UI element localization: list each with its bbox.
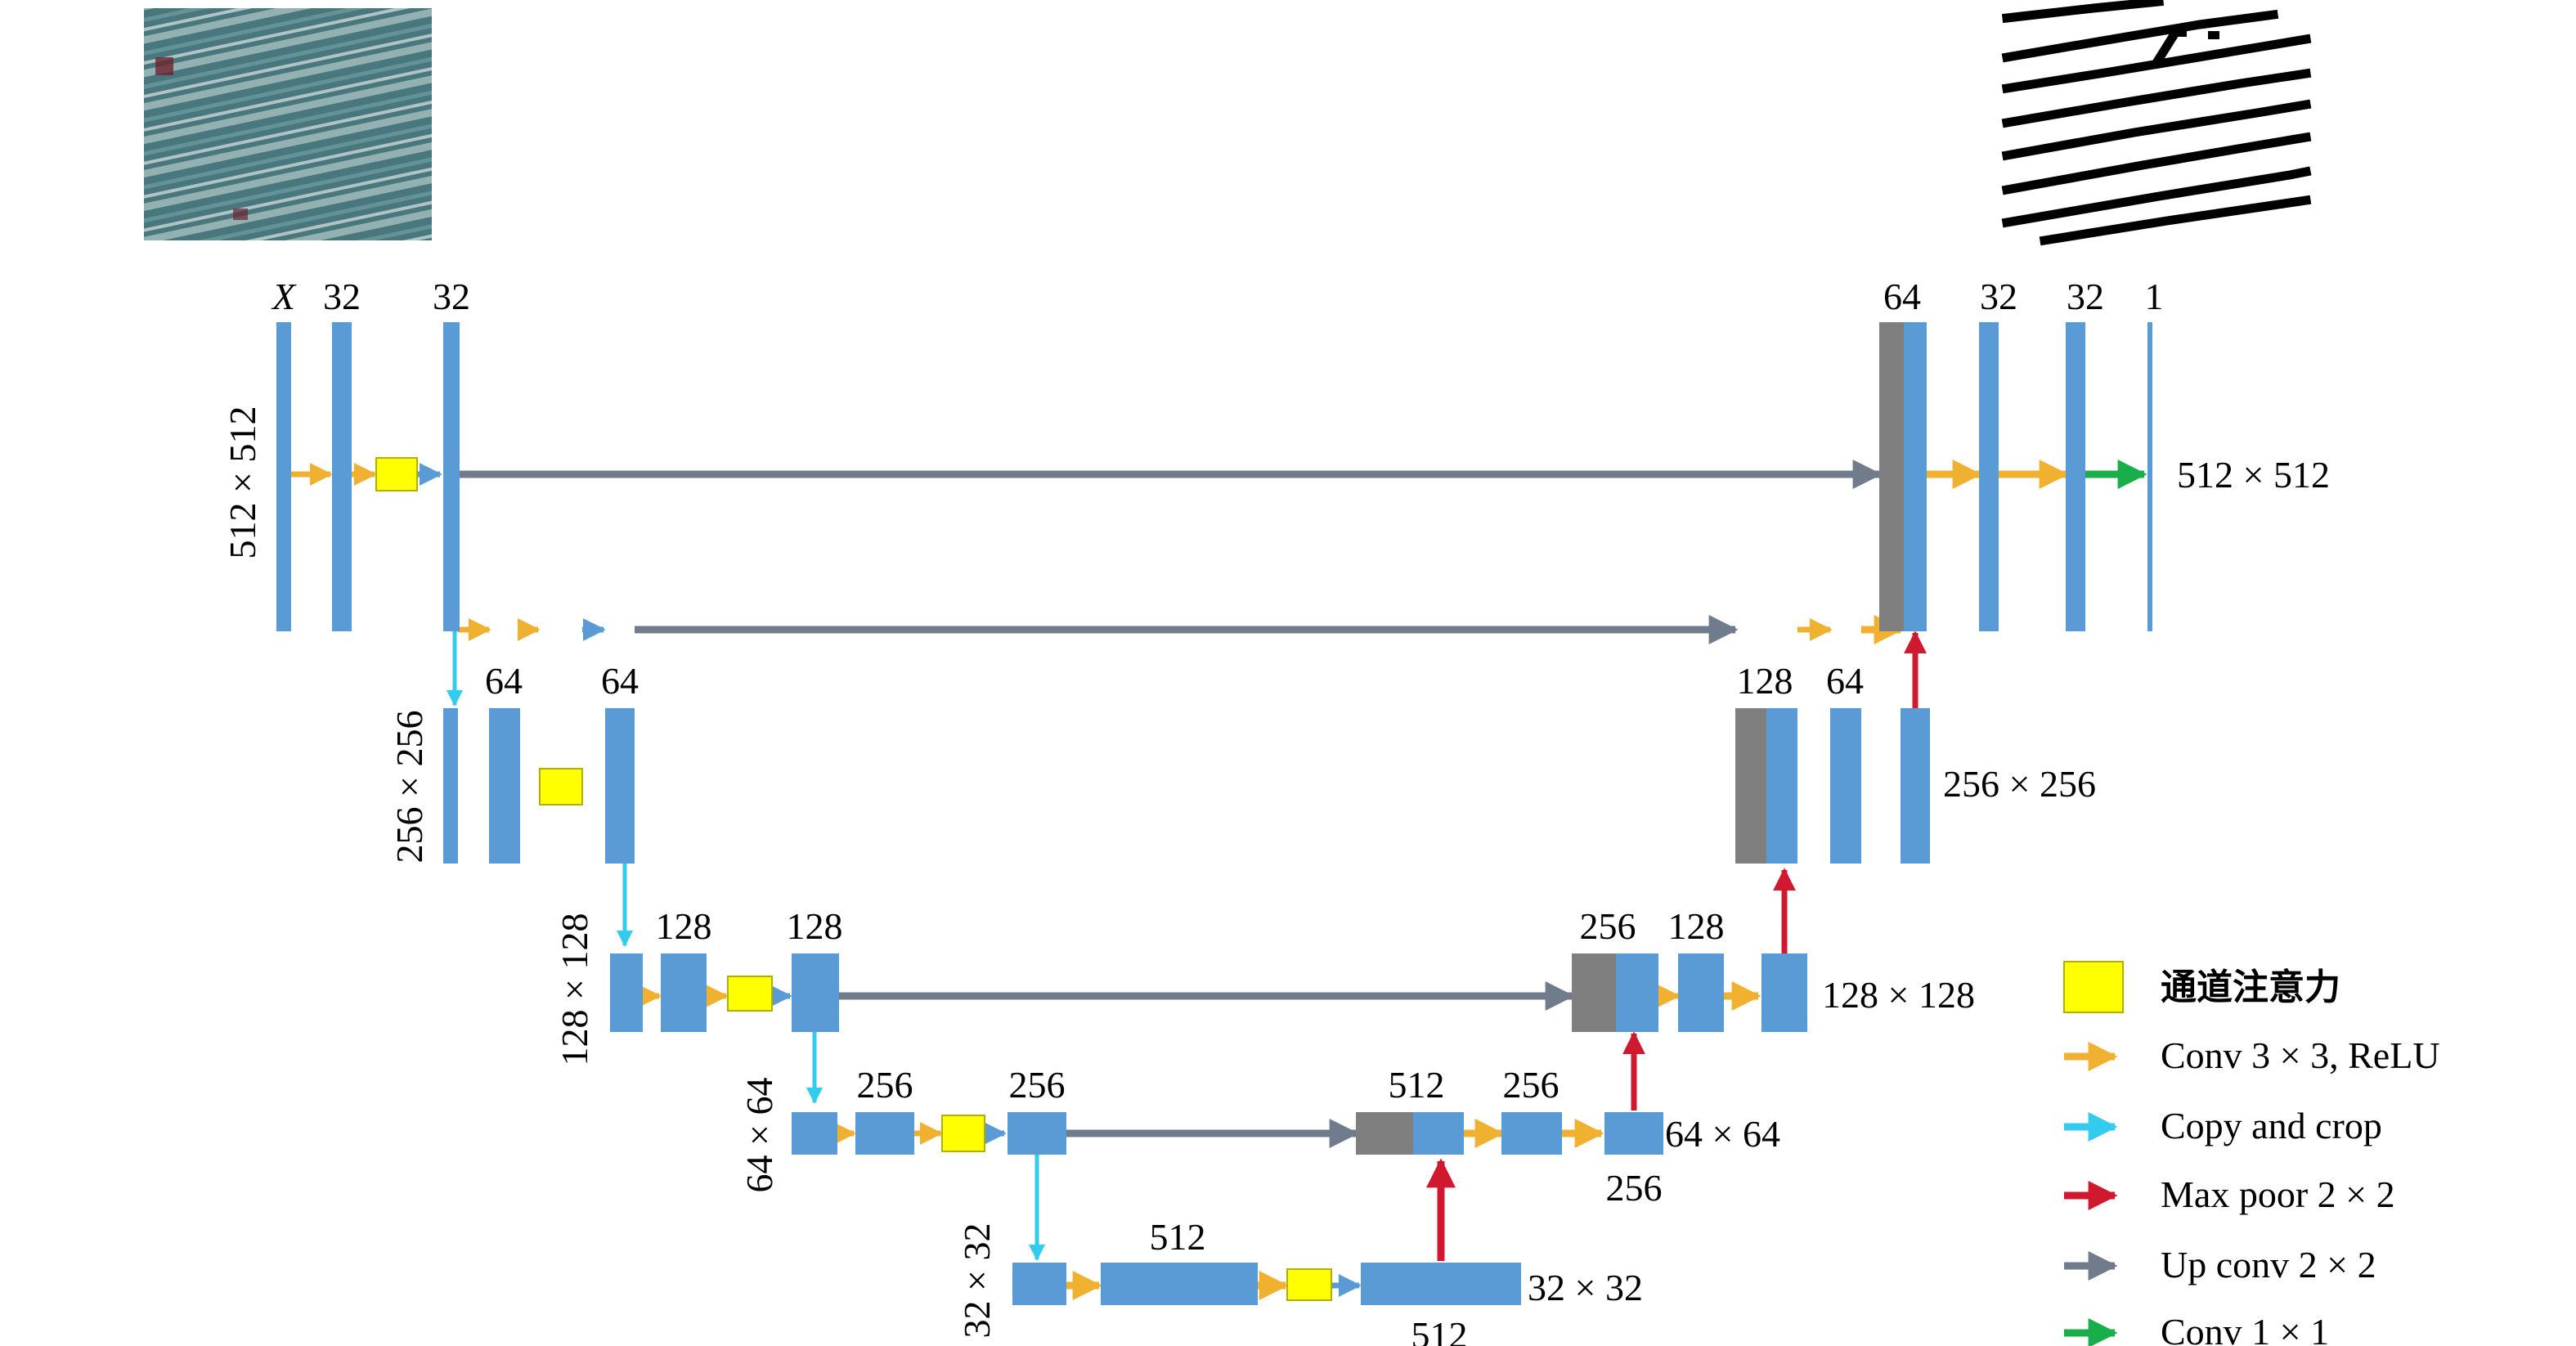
channel-attention-block xyxy=(1286,1268,1332,1301)
label-channels: 64 xyxy=(485,660,523,702)
feature-block xyxy=(1101,1263,1258,1305)
label-channels: 512 xyxy=(1389,1064,1445,1106)
feature-block xyxy=(1413,1112,1464,1155)
feature-block xyxy=(1766,708,1797,864)
label-channels: 256 xyxy=(1606,1167,1663,1209)
label-channels: 64 xyxy=(1883,276,1921,317)
label-channels: 256 xyxy=(1580,905,1636,947)
label-channels: 128 xyxy=(1668,905,1725,947)
feature-block xyxy=(1761,953,1807,1032)
feature-block xyxy=(1901,708,1930,864)
feature-block xyxy=(605,708,635,864)
legend: 通道注意力 Conv 3 × 3, ReLU Copy and crop Max… xyxy=(2063,961,2440,1346)
feature-block xyxy=(792,953,839,1032)
legend-swatch-attention xyxy=(2063,961,2124,1013)
feature-block xyxy=(1830,708,1861,864)
feature-block xyxy=(1604,1112,1663,1155)
label-channels: 64 xyxy=(1826,660,1864,702)
label-channels: 128 xyxy=(787,905,843,947)
label-channels: 32 xyxy=(2067,276,2104,317)
label-channels: 128 xyxy=(1737,660,1793,702)
label-size: 128 × 128 xyxy=(554,913,595,1066)
concat-block xyxy=(1879,322,1904,631)
label-size: 32 × 32 xyxy=(1528,1267,1643,1308)
label-channels: 512 xyxy=(1411,1314,1468,1346)
label-channels: 32 xyxy=(433,276,470,317)
feature-block xyxy=(855,1112,914,1155)
feature-block xyxy=(1678,953,1724,1032)
feature-block xyxy=(792,1112,837,1155)
label-channels: 32 xyxy=(1980,276,2017,317)
feature-block xyxy=(1008,1112,1066,1155)
label-channels: 32 xyxy=(323,276,361,317)
feature-block xyxy=(2066,322,2085,631)
feature-block xyxy=(1904,322,1927,631)
label-channels: 1 xyxy=(2145,276,2164,317)
channel-attention-block xyxy=(539,768,583,805)
feature-block xyxy=(1501,1112,1562,1155)
feature-block xyxy=(332,322,352,631)
label-size: 64 × 64 xyxy=(1665,1113,1780,1155)
label-input-x: X xyxy=(271,276,297,317)
channel-attention-block xyxy=(727,976,773,1012)
concat-block xyxy=(1572,953,1616,1032)
label-size: 256 × 256 xyxy=(388,711,430,864)
legend-label: Up conv 2 × 2 xyxy=(2161,1244,2376,1285)
label-channels: 512 xyxy=(1150,1216,1206,1258)
label-size: 512 × 512 xyxy=(2177,454,2330,496)
feature-block xyxy=(1979,322,1999,631)
label-size: 64 × 64 xyxy=(738,1078,780,1193)
label-channels: 256 xyxy=(1503,1064,1560,1106)
legend-label: Conv 1 × 1 xyxy=(2161,1311,2329,1346)
input-image xyxy=(144,8,432,240)
feature-block xyxy=(1616,953,1658,1032)
label-size: 32 × 32 xyxy=(956,1223,998,1339)
label-channels: 256 xyxy=(857,1064,913,1106)
feature-block xyxy=(443,322,460,631)
concat-block xyxy=(1735,708,1766,864)
concat-block xyxy=(1356,1112,1413,1155)
legend-label: Copy and crop xyxy=(2161,1105,2382,1146)
label-channels: 128 xyxy=(656,905,712,947)
feature-block xyxy=(661,953,707,1032)
legend-label: Conv 3 × 3, ReLU xyxy=(2161,1034,2440,1076)
channel-attention-block xyxy=(941,1115,985,1152)
label-channels: 64 xyxy=(601,660,639,702)
output-mask xyxy=(2001,0,2312,246)
feature-block xyxy=(1361,1263,1521,1305)
feature-block xyxy=(1012,1263,1066,1305)
output-block xyxy=(2147,322,2152,631)
legend-label: Max poor 2 × 2 xyxy=(2161,1173,2395,1215)
feature-block xyxy=(276,322,291,631)
feature-block xyxy=(610,953,643,1032)
label-channels: 256 xyxy=(1009,1064,1066,1106)
label-size: 256 × 256 xyxy=(1943,763,2096,805)
label-size: 512 × 512 xyxy=(222,406,263,559)
legend-label: 通道注意力 xyxy=(2161,967,2340,1008)
feature-block xyxy=(443,708,458,864)
channel-attention-block xyxy=(375,457,418,491)
feature-block xyxy=(489,708,520,864)
label-size: 128 × 128 xyxy=(1822,974,1975,1016)
